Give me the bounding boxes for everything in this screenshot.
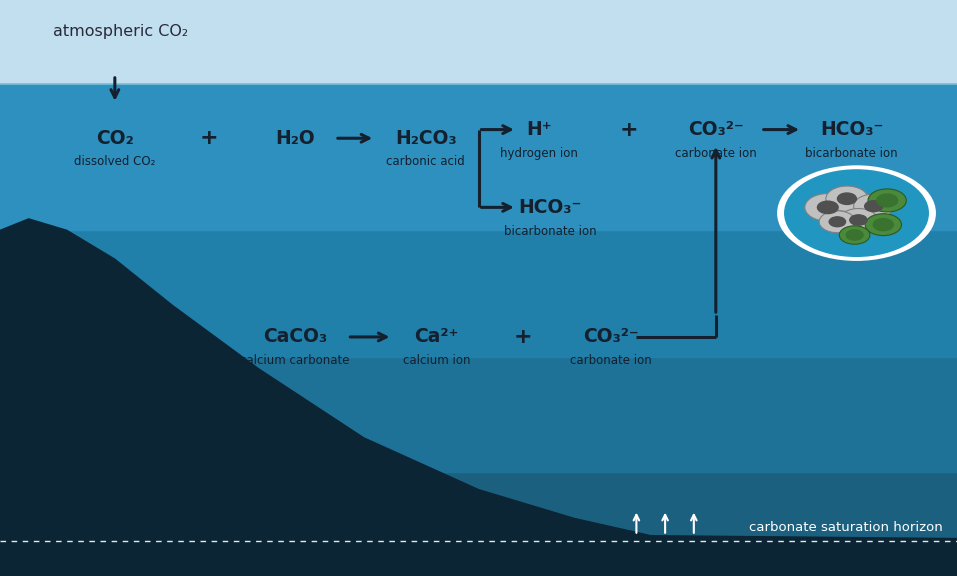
Bar	[0, 84, 957, 230]
Text: calcium carbonate: calcium carbonate	[240, 354, 349, 366]
Text: H₂O: H₂O	[275, 129, 315, 147]
Text: HCO₃⁻: HCO₃⁻	[519, 198, 582, 217]
Text: Ca²⁺: Ca²⁺	[414, 328, 458, 346]
Text: +: +	[513, 327, 532, 347]
Text: carbonate ion: carbonate ion	[675, 147, 757, 160]
Circle shape	[850, 215, 867, 225]
Circle shape	[854, 194, 894, 218]
Circle shape	[777, 165, 936, 261]
Text: +: +	[619, 120, 638, 139]
Circle shape	[839, 226, 870, 244]
Circle shape	[819, 211, 856, 233]
Text: HCO₃⁻: HCO₃⁻	[820, 120, 883, 139]
Text: CO₂: CO₂	[96, 129, 134, 147]
Circle shape	[837, 193, 857, 204]
Text: H⁺: H⁺	[526, 120, 551, 139]
Text: hydrogen ion: hydrogen ion	[500, 147, 578, 160]
Text: +: +	[199, 128, 218, 148]
Text: CO₃²⁻: CO₃²⁻	[688, 120, 744, 139]
Text: dissolved CO₂: dissolved CO₂	[74, 155, 156, 168]
Polygon shape	[0, 219, 957, 576]
Circle shape	[877, 194, 898, 207]
Bar	[0, 472, 957, 539]
Text: bicarbonate ion: bicarbonate ion	[806, 147, 898, 160]
Bar	[0, 539, 957, 576]
Circle shape	[826, 186, 868, 211]
Circle shape	[785, 170, 928, 256]
Bar	[0, 0, 957, 84]
Text: carbonate saturation horizon: carbonate saturation horizon	[749, 521, 943, 533]
Circle shape	[868, 189, 906, 212]
Circle shape	[805, 194, 851, 221]
Text: calcium ion: calcium ion	[403, 354, 470, 366]
Text: CO₃²⁻: CO₃²⁻	[583, 328, 638, 346]
Circle shape	[865, 201, 882, 211]
Text: H₂CO₃: H₂CO₃	[395, 129, 456, 147]
Circle shape	[817, 201, 838, 214]
Text: CaCO₃: CaCO₃	[262, 328, 327, 346]
Text: atmospheric CO₂: atmospheric CO₂	[53, 24, 188, 39]
Text: bicarbonate ion: bicarbonate ion	[504, 225, 596, 238]
Circle shape	[846, 230, 863, 240]
Text: carbonate ion: carbonate ion	[569, 354, 652, 366]
Bar	[0, 357, 957, 472]
Circle shape	[829, 217, 846, 227]
Circle shape	[865, 214, 901, 236]
Circle shape	[874, 219, 893, 230]
Text: carbonic acid: carbonic acid	[387, 155, 465, 168]
Circle shape	[839, 209, 878, 232]
Bar	[0, 230, 957, 357]
